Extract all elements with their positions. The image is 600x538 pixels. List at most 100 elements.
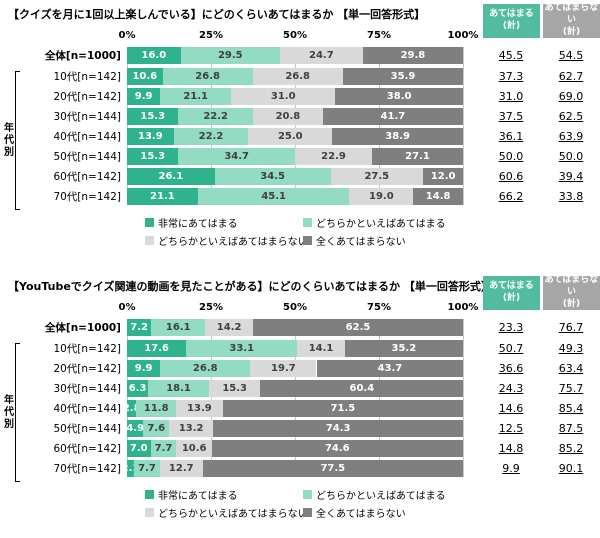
bar-value: 9.9 [134, 362, 153, 374]
agree-total-value: 31.0 [498, 90, 524, 103]
row-label: 50代[n=144] [53, 423, 121, 435]
bar-track: 2.8 11.8 13.9 71.5 [123, 400, 463, 417]
bar-value: 26.1 [158, 170, 184, 182]
bar-value: 14.2 [216, 321, 242, 333]
bar-segment: 17.6 [127, 340, 187, 357]
disagree-total-value: 49.3 [558, 342, 584, 355]
bar-segment: 19.0 [349, 188, 414, 205]
row-label: 20代[n=142] [53, 363, 121, 375]
bar-segment: 38.0 [335, 88, 463, 105]
x-axis-tick: 0% [118, 30, 136, 41]
agree-total-value: 50.7 [498, 342, 524, 355]
bar-segment: 14.8 [413, 188, 463, 205]
legend-item: 全くあてはまらない [303, 233, 600, 248]
bar-segment: 12.7 [159, 460, 203, 477]
table-row: 20代[n=142] 9.9 21.1 31.0 38.0 31.0 69.0 [0, 88, 600, 105]
bar-segment: 16.1 [151, 319, 206, 336]
bar-value: 71.5 [330, 402, 356, 414]
bar-segment: 15.3 [127, 108, 179, 125]
bar-track: 7.2 16.1 14.2 62.5 [127, 319, 463, 336]
age-group-label: 年代別 [1, 393, 13, 430]
table-row: 60代[n=142] 7.0 7.7 10.6 74.6 14.8 85.2 [0, 440, 600, 457]
bar-segment: 29.8 [362, 47, 463, 64]
bar-value: 16.1 [165, 321, 191, 333]
bar-value: 11.8 [143, 402, 169, 414]
legend-chip [145, 490, 154, 499]
bar-value: 34.7 [224, 150, 250, 162]
row-label: 全体[n=1000] [44, 322, 121, 334]
chart-block-2: 【YouTubeでクイズ関連の動画を見たことがある】にどのくらいあてはまるか 【… [0, 272, 600, 520]
bar-value: 29.5 [217, 49, 243, 61]
bar-value: 22.2 [198, 130, 224, 142]
chart-title: 【YouTubeでクイズ関連の動画を見たことがある】にどのくらいあてはまるか 【… [8, 280, 492, 293]
row-label: 10代[n=142] [53, 343, 121, 355]
bar-segment: 41.7 [322, 108, 463, 125]
row-label: 50代[n=144] [53, 151, 121, 163]
bar-segment: 14.2 [205, 319, 253, 336]
legend-label: どちらかといえばあてはまらない [158, 237, 308, 248]
bar-value: 9.9 [134, 90, 153, 102]
legend-item: 非常にあてはまる [145, 487, 303, 502]
bar-segment: 7.7 [134, 460, 160, 477]
disagree-total-value: 50.0 [558, 150, 584, 163]
bar-value: 19.0 [368, 190, 394, 202]
bar-segment: 15.3 [208, 380, 261, 397]
bar-value: 13.2 [178, 422, 204, 434]
rows-area: 年代別 全体[n=1000] 16.0 29.5 24.7 29.8 45.5 54.5 10代… [0, 47, 600, 210]
bar-value: 16.0 [141, 49, 167, 61]
row-label: 60代[n=142] [53, 171, 121, 183]
legend-item: 非常にあてはまる [145, 215, 303, 230]
age-group-label: 年代別 [1, 121, 13, 158]
bar-segment: 33.1 [186, 340, 298, 357]
bar-value: 2.1 [121, 462, 140, 474]
bar-track: 9.9 21.1 31.0 38.0 [127, 88, 463, 105]
agree-total-header: あてはまる (計) [483, 276, 540, 310]
grid-line [463, 47, 464, 205]
legend-label: 全くあてはまらない [316, 237, 406, 248]
chart-title: 【クイズを月に1回以上楽しんでいる】にどのくらいあてはまるか 【単一回答形式】 [8, 8, 426, 21]
bar-segment: 7.2 [127, 319, 152, 336]
bar-value: 29.8 [400, 49, 426, 61]
disagree-total-value: 75.7 [558, 382, 584, 395]
bar-value: 33.1 [229, 342, 255, 354]
bar-value: 10.6 [132, 70, 158, 82]
table-row: 50代[n=144] 4.9 7.6 13.2 74.3 12.5 87.5 [0, 420, 600, 437]
rows-area: 年代別 全体[n=1000] 7.2 16.1 14.2 62.5 23.3 76.7 10代[… [0, 319, 600, 482]
legend: 非常にあてはまる どちらかといえばあてはまる どちらかといえばあてはまらない 全くあて… [145, 215, 600, 248]
bar-value: 17.6 [144, 342, 169, 354]
bar-value: 20.8 [275, 110, 301, 122]
legend: 非常にあてはまる どちらかといえばあてはまる どちらかといえばあてはまらない 全くあて… [145, 487, 600, 520]
agree-total-value: 60.6 [498, 170, 524, 183]
disagree-total-header: あてはまらない (計) [543, 3, 600, 38]
bar-segment: 21.1 [160, 88, 232, 105]
bar-segment: 29.5 [180, 47, 280, 64]
table-row: 全体[n=1000] 7.2 16.1 14.2 62.5 23.3 76.7 [0, 319, 600, 336]
bar-value: 77.5 [320, 462, 346, 474]
bar-value: 15.3 [222, 382, 248, 394]
agree-total-value: 50.0 [498, 150, 524, 163]
row-label: 40代[n=144] [53, 403, 121, 415]
disagree-total-header: あてはまらない (計) [543, 275, 600, 310]
charts-container: 【クイズを月に1回以上楽しんでいる】にどのくらいあてはまるか 【単一回答形式】あ… [0, 3, 600, 520]
bar-segment: 22.2 [173, 128, 249, 145]
grid-line [295, 47, 296, 205]
bar-segment: 60.4 [260, 380, 464, 397]
bar-value: 13.9 [187, 402, 212, 414]
row-label: 60代[n=142] [53, 443, 121, 455]
bar-value: 15.3 [140, 150, 166, 162]
agree-total-value: 9.9 [502, 462, 520, 475]
table-row: 30代[n=144] 15.3 22.2 20.8 41.7 37.5 62.5 [0, 108, 600, 125]
bar-track: 13.9 22.2 25.0 38.9 [127, 128, 463, 145]
bar-segment: 77.5 [202, 460, 463, 477]
legend-chip [303, 236, 312, 245]
legend-label: 非常にあてはまる [158, 491, 238, 502]
bar-value: 13.9 [138, 130, 163, 142]
disagree-total-value: 62.5 [558, 110, 584, 123]
table-row: 10代[n=142] 10.6 26.8 26.8 35.9 37.3 62.7 [0, 68, 600, 85]
bar-segment: 14.1 [297, 340, 345, 357]
bar-segment: 18.1 [148, 380, 209, 397]
grid-line [379, 319, 380, 477]
bar-value: 74.6 [324, 442, 350, 454]
bar-segment: 7.6 [143, 420, 169, 437]
legend-label: どちらかといえばあてはまる [316, 491, 446, 502]
